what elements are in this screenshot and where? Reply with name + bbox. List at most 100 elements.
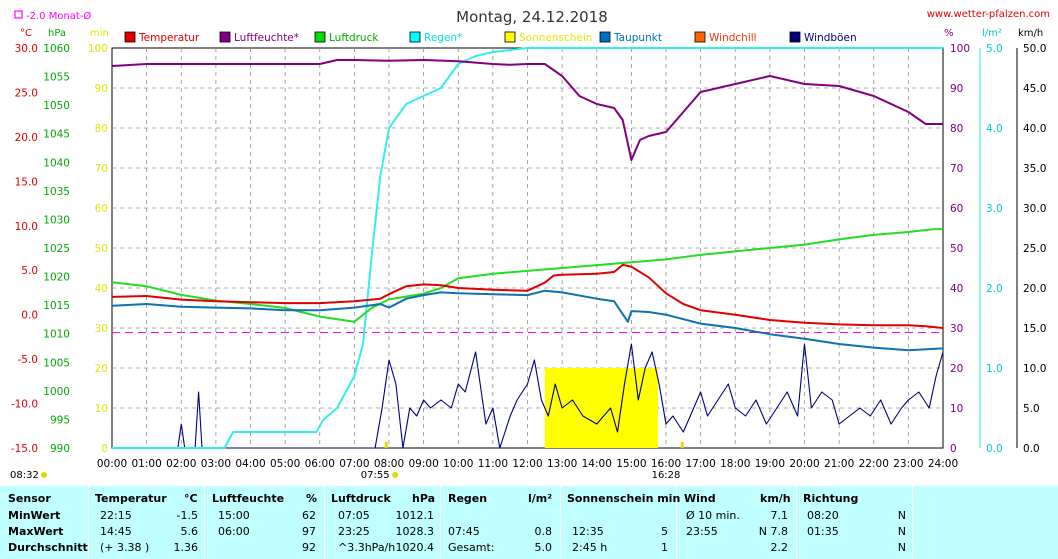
summary-table: Sensor Temperatur °C Luftfeuchte % Luftd… (0, 486, 1058, 559)
table-cell-sun_t: 2:45 h (572, 541, 608, 554)
sunshine-bar (594, 368, 598, 448)
sunshine-bar (611, 368, 615, 448)
time-tick-label: 09:00 (408, 458, 438, 470)
temp-tick-label: -15.0 (11, 443, 38, 455)
sunshine-bar (644, 368, 648, 448)
kmh-tick-label: 40.0 (1023, 123, 1046, 135)
hpa-tick-label: 1050 (43, 100, 70, 112)
sunshine-bar (603, 368, 607, 448)
time-tick-label: 02:00 (166, 458, 196, 470)
legend-swatch (409, 31, 421, 43)
table-cell-dir_v: N (897, 525, 906, 538)
legend-label: Luftdruck (329, 32, 379, 44)
sunshine-bar (579, 368, 583, 448)
table-cell-wind_v: N 7.8 (758, 525, 788, 538)
hdr-dir: Richtung (803, 492, 859, 505)
sunshine-bar (655, 368, 658, 448)
table-cell-rain_v: 0.8 (534, 525, 553, 538)
time-tick-label: 04:00 (235, 458, 265, 470)
sunshine-bar (572, 368, 576, 448)
temp-tick-label: 0.0 (21, 310, 38, 322)
time-tick-label: 22:00 (859, 458, 889, 470)
table-cell-temp_v: -1.5 (176, 509, 198, 522)
sunshine-bar (650, 368, 654, 448)
temp-tick-label: -10.0 (11, 399, 38, 411)
table-cell-hum_v: 97 (302, 525, 316, 538)
table-cell-rain_t: Gesamt: (448, 541, 495, 554)
sun-marker-icon (41, 472, 47, 478)
sunshine-bar (627, 368, 630, 448)
time-tick-label: 20:00 (789, 458, 819, 470)
temp-tick-label: 20.0 (15, 132, 38, 144)
sunshine-bar (566, 368, 570, 448)
min-tick-label: 0 (101, 443, 108, 455)
table-cell-temp_t: (+ 3.38 ) (100, 541, 150, 554)
temp-tick-label: -5.0 (18, 354, 39, 366)
time-tick-label: 03:00 (201, 458, 231, 470)
hdr-hum-unit: % (306, 492, 318, 505)
table-cell-hum_v: 92 (302, 541, 316, 554)
hdr-wind-unit: km/h (760, 492, 791, 505)
pct-tick-label: 40 (950, 283, 963, 295)
sunshine-bar (635, 368, 639, 448)
time-tick-label: 05:00 (270, 458, 300, 470)
hpa-tick-label: 995 (50, 414, 70, 426)
kmh-tick-label: 10.0 (1023, 363, 1046, 375)
table-cell-dir_v: N (897, 509, 906, 522)
series-line-regen (112, 47, 943, 449)
pct-tick-label: 90 (950, 83, 963, 95)
site-url: www.wetter-pfalzen.com (927, 9, 1050, 20)
monat-avg-label: -2.0 Monat-Ø (26, 10, 91, 22)
sunrise-icon (392, 472, 399, 478)
series-line-luftdruck (111, 228, 943, 323)
series-line-luftfeuchte (111, 59, 943, 161)
time-tick-label: 16:00 (651, 458, 681, 470)
legend-label: Windchill (709, 32, 757, 44)
chart-title: Montag, 24.12.2018 (456, 8, 608, 26)
hdr-press-unit: hPa (412, 492, 436, 505)
hdr-sun: Sonnenschein min (567, 492, 681, 505)
hpa-tick-label: 1030 (43, 214, 70, 226)
lm2-tick-label: 5.0 (986, 43, 1003, 55)
table-cell-press_v: 1020.4 (395, 541, 435, 554)
pct-tick-label: 10 (950, 403, 963, 415)
legend-swatch (219, 31, 231, 43)
sunshine-bar (624, 368, 628, 448)
sunshine-bar (640, 368, 643, 448)
sunshine-bar (620, 368, 624, 448)
kmh-tick-label: 45.0 (1023, 83, 1046, 95)
sunshine-bar (648, 368, 652, 448)
table-cell-dir_t: 01:35 (807, 525, 839, 538)
lm2-tick-label: 4.0 (986, 123, 1003, 135)
lm2-tick-label: 1.0 (986, 363, 1003, 375)
table-cell-temp_t: 14:45 (100, 525, 132, 538)
sunshine-bar (583, 368, 587, 448)
time-tick-label: 06:00 (305, 458, 335, 470)
hpa-tick-label: 1035 (43, 186, 70, 198)
sunshine-bar (622, 368, 626, 448)
legend-label: Temperatur (138, 32, 200, 44)
pct-tick-label: 0 (950, 443, 957, 455)
kmh-tick-label: 30.0 (1023, 203, 1046, 215)
table-cell-wind_t: 23:55 (686, 525, 718, 538)
table-cell-press_t: 07:05 (338, 509, 370, 522)
sunshine-bar (546, 368, 550, 448)
sunshine-bar (568, 368, 572, 448)
hdr-hum: Luftfeuchte (212, 492, 285, 505)
table-cell-press_v: 1012.1 (395, 509, 435, 522)
kmh-tick-label: 25.0 (1023, 243, 1046, 255)
sunshine-bar (637, 368, 641, 448)
sunshine-bar (601, 368, 604, 448)
sunshine-bar (590, 368, 594, 448)
time-tick-label: 08:00 (374, 458, 404, 470)
sunshine-bar (557, 368, 561, 448)
table-cell-hum_t: 06:00 (218, 525, 250, 538)
sunshine-bar (581, 368, 585, 448)
table-cell-wind_v: 2.2 (770, 541, 789, 554)
sunrise-label: 07:55 (361, 470, 390, 481)
sunshine-bar (596, 368, 600, 448)
legend-label: Luftfeuchte* (234, 32, 299, 44)
sunshine-bar (653, 368, 656, 448)
sunshine-bar (616, 368, 619, 448)
table-cell-dir_v: N (897, 541, 906, 554)
